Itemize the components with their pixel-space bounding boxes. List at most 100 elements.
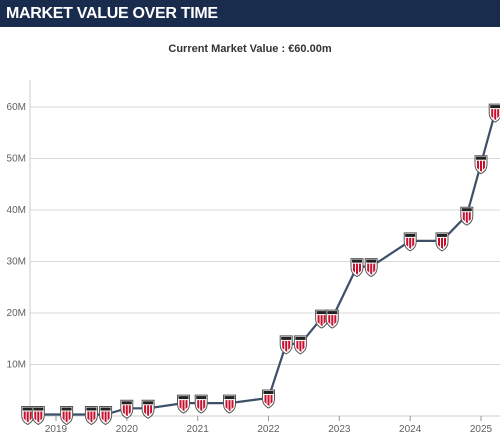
crest-stripe xyxy=(93,411,96,421)
data-point xyxy=(177,394,190,414)
crest-stripe xyxy=(185,400,188,410)
crest-stripe xyxy=(29,411,32,421)
crest-band xyxy=(316,311,327,315)
crest-stripe xyxy=(40,411,43,421)
crest-stripe xyxy=(302,340,305,350)
crest-band xyxy=(61,407,72,411)
crest-stripe xyxy=(483,160,485,170)
crest-stripe xyxy=(264,395,267,404)
crest-stripe xyxy=(465,212,468,224)
current-market-value: Current Market Value : €60.00m xyxy=(168,43,332,55)
data-point xyxy=(31,406,45,426)
crest-stripe xyxy=(34,411,37,421)
crest-stripe xyxy=(231,400,234,410)
header-title: MARKET VALUE OVER TIME xyxy=(6,5,218,22)
data-point xyxy=(223,394,236,414)
crest-stripe xyxy=(122,405,125,415)
crest-stripe xyxy=(359,263,361,273)
x-tick-label: 2021 xyxy=(187,424,210,435)
crest-stripe xyxy=(320,315,323,327)
crest-stripe xyxy=(267,395,270,406)
crest-stripe xyxy=(203,400,206,410)
crest-band xyxy=(352,259,362,263)
crest-band xyxy=(366,259,377,263)
y-tick-label: 20M xyxy=(7,308,26,319)
crest-stripe xyxy=(491,109,494,119)
crest-band xyxy=(121,401,132,405)
crest-stripe xyxy=(68,411,71,421)
x-tick-label: 2020 xyxy=(116,424,139,435)
data-point xyxy=(364,258,378,278)
crest-stripe xyxy=(441,237,443,249)
crest-stripe xyxy=(128,405,131,415)
crest-band xyxy=(196,396,207,400)
crest-stripe xyxy=(150,405,153,415)
data-point xyxy=(262,389,275,409)
crest-stripe xyxy=(23,411,26,421)
crest-stripe xyxy=(285,340,288,352)
data-point xyxy=(141,399,155,419)
data-point xyxy=(474,155,488,175)
crest-stripe xyxy=(200,400,203,412)
y-tick-label: 40M xyxy=(7,205,26,216)
crest-stripe xyxy=(462,212,465,222)
crest-stripe xyxy=(104,411,107,423)
data-point xyxy=(194,394,208,414)
crest-stripe xyxy=(37,411,40,423)
crest-band xyxy=(33,407,44,411)
crest-stripe xyxy=(26,411,29,423)
crest-band xyxy=(86,407,97,411)
x-tick-label: 2022 xyxy=(257,424,280,435)
data-point xyxy=(120,399,134,419)
crest-band xyxy=(405,233,416,237)
data-point xyxy=(84,406,98,426)
crest-band xyxy=(100,407,111,411)
data-point xyxy=(435,232,449,252)
series-line xyxy=(27,111,497,416)
crest-band xyxy=(437,233,447,237)
crest-stripe xyxy=(444,237,446,247)
crest-stripe xyxy=(497,109,500,119)
crest-stripe xyxy=(373,263,376,273)
crest-stripe xyxy=(334,315,337,325)
crest-stripe xyxy=(468,212,471,222)
crest-band xyxy=(476,156,486,160)
crest-stripe xyxy=(179,400,182,410)
x-tick-label: 2024 xyxy=(399,424,422,435)
crest-stripe xyxy=(147,405,150,417)
crest-stripe xyxy=(438,237,440,247)
crest-band xyxy=(281,336,292,340)
section-header: MARKET VALUE OVER TIME xyxy=(0,0,500,27)
crest-stripe xyxy=(87,411,90,421)
x-tick-label: 2023 xyxy=(328,424,351,435)
crest-stripe xyxy=(356,263,358,275)
crest-stripe xyxy=(412,237,415,247)
crest-stripe xyxy=(328,315,331,325)
crest-stripe xyxy=(144,405,147,415)
crest-stripe xyxy=(494,109,497,121)
data-point xyxy=(279,335,293,355)
data-point xyxy=(325,309,339,329)
crest-stripe xyxy=(317,315,320,325)
data-point xyxy=(350,258,364,278)
crest-stripe xyxy=(197,400,200,410)
crest-stripe xyxy=(370,263,373,275)
crest-stripe xyxy=(62,411,65,421)
y-tick-label: 30M xyxy=(7,257,26,268)
crest-stripe xyxy=(299,340,302,352)
crest-band xyxy=(327,311,338,315)
crest-stripe xyxy=(101,411,104,421)
y-tick-label: 50M xyxy=(7,154,26,165)
crest-stripe xyxy=(406,237,409,247)
crest-stripe xyxy=(90,411,93,423)
crest-stripe xyxy=(182,400,185,412)
crest-stripe xyxy=(296,340,299,350)
crest-stripe xyxy=(228,400,231,412)
x-tick-label: 2025 xyxy=(470,424,493,435)
crest-band xyxy=(263,391,274,394)
crest-band xyxy=(224,396,235,400)
crest-stripe xyxy=(367,263,370,273)
crest-band xyxy=(22,407,33,411)
crest-stripe xyxy=(409,237,412,249)
